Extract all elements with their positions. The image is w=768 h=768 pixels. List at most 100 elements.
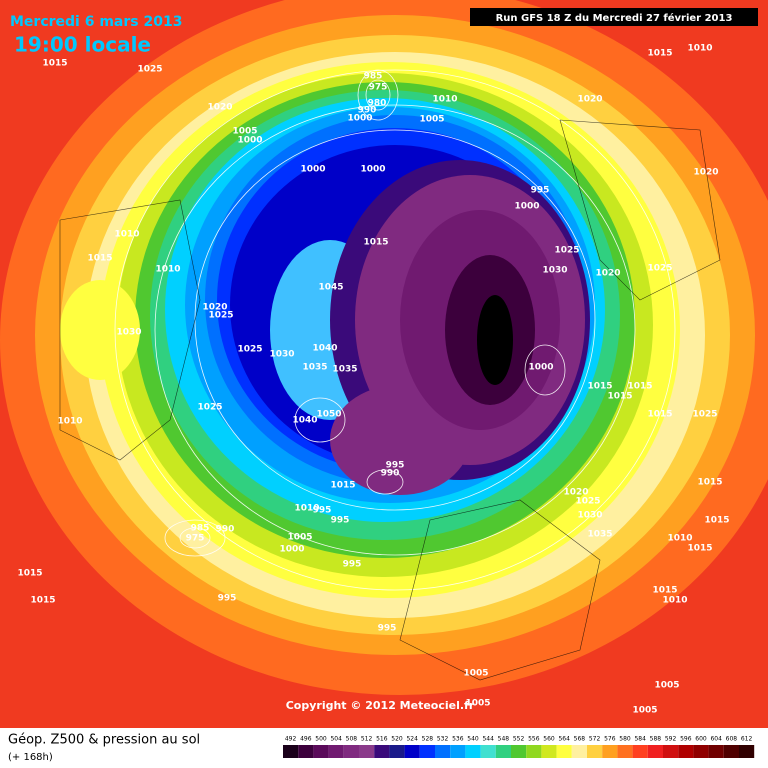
pressure-label: 1005 (654, 681, 679, 691)
pressure-label: 1015 (697, 478, 722, 488)
colorbar-label: 600 (695, 736, 707, 743)
colorbar-swatch (298, 745, 314, 758)
pressure-label: 1020 (207, 103, 232, 113)
colorbar-label: 516 (376, 736, 388, 743)
pressure-label: 1015 (30, 596, 55, 606)
colorbar-label: 548 (498, 736, 510, 743)
footer-subtitle: (+ 168h) (8, 752, 53, 763)
colorbar-swatch (678, 745, 694, 758)
pressure-label: 1025 (208, 311, 233, 321)
pressure-label: 990 (216, 525, 235, 535)
colorbar-swatch (450, 745, 466, 758)
pressure-label: 1010 (687, 44, 712, 54)
pressure-label: 1015 (330, 481, 355, 491)
colorbar-label: 536 (452, 736, 464, 743)
pressure-label: 1030 (116, 328, 141, 338)
colorbar-swatch (556, 745, 572, 758)
colorbar-swatch (435, 745, 451, 758)
pressure-label: 1005 (632, 706, 657, 716)
pressure-label: 1005 (465, 699, 490, 709)
pressure-label: 1010 (432, 95, 457, 105)
colorbar-swatch (708, 745, 724, 758)
pressure-label: 1025 (575, 497, 600, 507)
pressure-label: 975 (186, 534, 205, 544)
pressure-label: 1010 (155, 265, 180, 275)
colorbar-label: 592 (665, 736, 677, 743)
pressure-label: 990 (358, 106, 377, 116)
pressure-label: 1005 (232, 127, 257, 137)
colorbar-label: 540 (467, 736, 479, 743)
colorbar-swatch (647, 745, 663, 758)
pressure-label: 995 (313, 506, 332, 516)
colorbar-swatch (419, 745, 435, 758)
pressure-label: 1010 (662, 596, 687, 606)
pressure-label: 1000 (528, 363, 553, 373)
colorbar: 492 496 500 504 508 512 516 520 524 528 532 536 540 5… (283, 736, 755, 758)
colorbar-label: 576 (604, 736, 616, 743)
colorbar-label: 508 (346, 736, 358, 743)
pressure-label: 995 (378, 624, 397, 634)
pressure-label: 1025 (554, 246, 579, 256)
pressure-label: 1030 (577, 511, 602, 521)
pressure-label: 980 (368, 99, 387, 109)
pressure-label: 995 (343, 560, 362, 570)
pressure-label: 1030 (269, 350, 294, 360)
colorbar-swatch (328, 745, 344, 758)
pressure-label: 1000 (300, 165, 325, 175)
pressure-label: 1020 (202, 303, 227, 313)
footer-title: Géop. Z500 & pression au sol (8, 733, 200, 748)
colorbar-swatch (283, 745, 299, 758)
pressure-label: 1015 (627, 382, 652, 392)
pressure-label: 1015 (17, 569, 42, 579)
pressure-label: 1005 (463, 669, 488, 679)
pressure-label: 1045 (318, 283, 343, 293)
colorbar-label: 544 (482, 736, 494, 743)
pressure-label: 1025 (137, 65, 162, 75)
colorbar-swatch (541, 745, 557, 758)
colorbar-label: 504 (330, 736, 342, 743)
pressure-label: 1000 (514, 202, 539, 212)
pressure-label: 995 (218, 594, 237, 604)
colorbar-swatch (663, 745, 679, 758)
colorbar-label: 560 (543, 736, 555, 743)
pressure-label: 1030 (542, 266, 567, 276)
pressure-label: 975 (369, 83, 388, 93)
run-box (470, 8, 758, 26)
pressure-label: 1010 (57, 417, 82, 427)
colorbar-label: 492 (285, 736, 297, 743)
pressure-label: 1010 (294, 504, 319, 514)
colorbar-swatch (587, 745, 603, 758)
pressure-label: 1035 (302, 363, 327, 373)
pressure-label: 995 (531, 186, 550, 196)
colorbar-label: 596 (680, 736, 692, 743)
colorbar-swatch (511, 745, 527, 758)
pressure-label: 1015 (607, 392, 632, 402)
colorbar-label: 584 (634, 736, 646, 743)
pressure-label: 1015 (647, 410, 672, 420)
colorbar-label: 520 (391, 736, 403, 743)
colorbar-swatch (374, 745, 390, 758)
pressure-labels: 1015102510101015985975980990100010101020… (17, 44, 729, 738)
pressure-label: 1050 (316, 410, 341, 420)
pressure-label: 985 (191, 524, 210, 534)
colorbar-swatch (602, 745, 618, 758)
colorbar-label: 512 (361, 736, 373, 743)
pressure-label: 1000 (279, 545, 304, 555)
pressure-label: 990 (381, 469, 400, 479)
pressure-label: 1015 (363, 238, 388, 248)
pressure-label: 1035 (587, 530, 612, 540)
pressure-label: 1025 (197, 403, 222, 413)
colorbar-swatch (313, 745, 329, 758)
pressure-label: 1015 (87, 254, 112, 264)
pressure-label: 1000 (347, 114, 372, 124)
pressure-label: 1020 (693, 168, 718, 178)
colorbar-label: 580 (619, 736, 631, 743)
colorbar-label: 500 (315, 736, 327, 743)
pressure-label: 1040 (292, 416, 317, 426)
colorbar-swatch (495, 745, 511, 758)
colorbar-swatch (359, 745, 375, 758)
colorbar-swatch (571, 745, 587, 758)
time: 19:00 locale (14, 33, 151, 57)
colorbar-swatch (389, 745, 405, 758)
